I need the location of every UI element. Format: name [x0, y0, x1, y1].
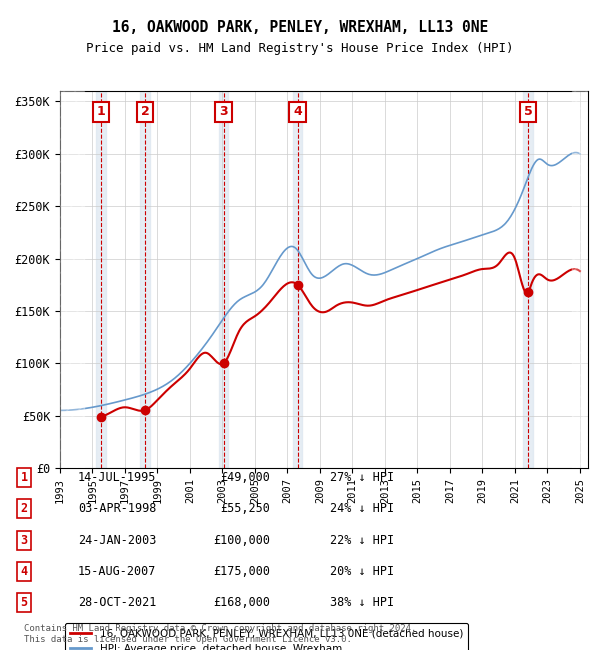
Text: £49,000: £49,000	[220, 471, 270, 484]
Text: 15-AUG-2007: 15-AUG-2007	[78, 565, 157, 578]
Bar	[140, 91, 150, 468]
Text: 4: 4	[20, 565, 28, 578]
Text: 5: 5	[20, 596, 28, 609]
Text: 3: 3	[20, 534, 28, 547]
Bar	[218, 91, 229, 468]
Text: £55,250: £55,250	[220, 502, 270, 515]
Text: 2: 2	[141, 105, 150, 118]
Text: 5: 5	[524, 105, 533, 118]
Text: 14-JUL-1995: 14-JUL-1995	[78, 471, 157, 484]
Text: 2: 2	[20, 502, 28, 515]
Text: 16, OAKWOOD PARK, PENLEY, WREXHAM, LL13 0NE: 16, OAKWOOD PARK, PENLEY, WREXHAM, LL13 …	[112, 20, 488, 34]
Text: Contains HM Land Registry data © Crown copyright and database right 2024.
This d: Contains HM Land Registry data © Crown c…	[24, 624, 416, 644]
Text: 4: 4	[293, 105, 302, 118]
Text: £168,000: £168,000	[213, 596, 270, 609]
Bar	[293, 91, 302, 468]
Text: 03-APR-1998: 03-APR-1998	[78, 502, 157, 515]
Bar	[572, 91, 588, 468]
Text: 3: 3	[219, 105, 228, 118]
Text: 24% ↓ HPI: 24% ↓ HPI	[330, 502, 394, 515]
Text: 28-OCT-2021: 28-OCT-2021	[78, 596, 157, 609]
Bar	[523, 91, 533, 468]
Text: 1: 1	[20, 471, 28, 484]
Text: 24-JAN-2003: 24-JAN-2003	[78, 534, 157, 547]
Text: £175,000: £175,000	[213, 565, 270, 578]
Legend: 16, OAKWOOD PARK, PENLEY, WREXHAM, LL13 0NE (detached house), HPI: Average price: 16, OAKWOOD PARK, PENLEY, WREXHAM, LL13 …	[65, 623, 468, 650]
Bar	[60, 91, 85, 468]
Text: 38% ↓ HPI: 38% ↓ HPI	[330, 596, 394, 609]
Text: £100,000: £100,000	[213, 534, 270, 547]
Text: 22% ↓ HPI: 22% ↓ HPI	[330, 534, 394, 547]
Text: 27% ↓ HPI: 27% ↓ HPI	[330, 471, 394, 484]
Text: Price paid vs. HM Land Registry's House Price Index (HPI): Price paid vs. HM Land Registry's House …	[86, 42, 514, 55]
Text: 1: 1	[97, 105, 106, 118]
Bar	[96, 91, 106, 468]
Text: 20% ↓ HPI: 20% ↓ HPI	[330, 565, 394, 578]
